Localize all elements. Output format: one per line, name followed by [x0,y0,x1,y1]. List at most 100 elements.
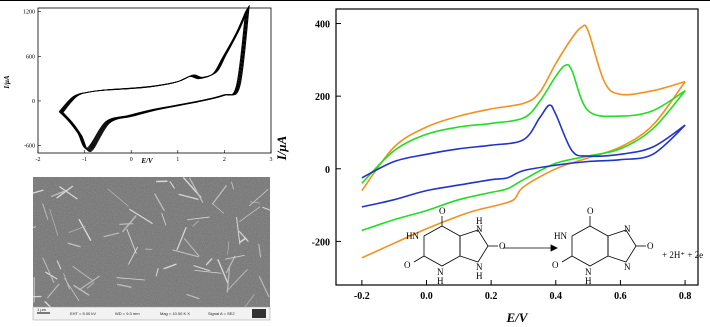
sem-flake-edge [193,265,210,272]
sem-flake-edge [226,267,231,293]
sem-flake-edge [212,185,227,205]
product-atom-h-bottom: H [585,276,592,286]
sem-flake-edge [107,188,129,207]
sem-flake-edge [78,218,92,241]
sem-flake-edge [244,294,255,307]
inset-cycle-curve [62,5,250,113]
sem-flake-edge [258,276,270,298]
inset-x-tick-label: 1 [176,157,179,163]
inset-x-tick-label: 0 [130,157,133,163]
reactant-six-ring [423,225,461,267]
sem-flake-edge [68,225,86,233]
inset-cv-chart: -2 -1 0 1 2 3 1200 600 0 -600 E/V I/μA [3,5,273,165]
inset-x-axis-title: E/V [140,157,154,165]
inset-cycle-curve [62,6,250,152]
inset-cycle-curve [62,5,250,152]
sem-flake-edge [86,282,95,289]
main-series-2-reverse [361,124,686,208]
sem-flake-edge [47,283,60,299]
inset-cycle-curve [60,8,248,151]
reactant-atom-n-bottom: N [437,267,444,277]
product-atom-hn: HN [554,231,567,241]
main-x-tick-label: 0.8 [679,291,692,302]
sem-flake-edge [194,269,222,274]
reactant-atom-o-top: O [439,206,446,216]
sem-flake-edge [44,301,52,307]
sem-flake-edge [116,277,145,281]
sem-flake-edge [178,193,199,200]
sem-flake-edge [42,203,49,220]
sem-flake-edge [189,177,204,203]
sem-flake-edge [225,254,245,260]
sem-flake-edge [238,231,249,242]
sem-flake-edge [51,190,65,197]
main-y-tick-label: -200 [312,237,330,248]
sem-flake-edge [72,266,94,282]
sem-flake-edge [78,275,100,291]
sem-info-eht: EHT = 5.00 kV [70,311,96,316]
sem-flake-edge [161,213,167,226]
product-atom-n-bottom: N [585,267,592,277]
sem-flake-features [33,177,270,307]
sem-scale-label: 1 μm [37,307,47,312]
sem-flake-edge [56,185,74,199]
sem-flake-edge [67,242,81,248]
reactant-carbonyl-left [413,255,425,263]
main-axis-ticks: -0.2 0.0 0.2 0.4 0.6 0.8 400 200 0 -200 [312,20,692,302]
inset-y-tick-label: -600 [24,144,35,150]
product-five-ring [607,229,637,263]
reaction-suffix: + 2H⁺ + 2e [662,250,703,260]
sem-flake-edge [128,246,138,265]
sem-info-mag: Mag = 10.00 K X [160,311,190,316]
reactant-atom-h-lower: H [476,271,483,281]
sem-image-texture [33,177,270,307]
sem-info-signal: Signal A = SE2 [208,311,235,316]
sem-flake-edge [239,237,247,243]
sem-flake-edge [155,267,159,277]
product-atom-n-top: N [624,224,631,234]
main-x-tick-label: 0.2 [485,291,498,302]
inset-y-tick-label: 600 [26,54,35,60]
main-curves [361,24,686,259]
main-x-axis-title: E/V [506,310,529,325]
inset-x-tick-label: -1 [82,157,87,163]
main-x-tick-label: 0.0 [420,291,433,302]
sem-micrograph: 1 μm EHT = 5.00 kV WD = 9.3 mm Mag = 10.… [32,177,271,321]
main-series-1-forward [361,63,686,184]
sem-flake-edge [227,269,248,290]
inset-x-tick-label: 3 [270,157,273,163]
sem-flake-edge [262,206,270,211]
reactant-atom-o-right: O [499,241,506,251]
sem-flake-edge [49,208,59,236]
reactant-atom-n-top: N [476,224,483,234]
reactant-atom-h-top: H [476,216,483,226]
sem-info-bar [32,306,271,321]
inset-cycle-curve [59,9,247,150]
product-six-ring [571,225,609,267]
inset-y-axis-title: I/μA [3,75,11,90]
sem-flake-edge [163,263,177,270]
inset-x-tick-label: 2 [223,157,226,163]
inset-y-tick-label: 0 [32,99,35,105]
sem-flake-edge [33,189,44,194]
sem-flake-edge [33,226,37,228]
sem-flake-edge [169,181,175,189]
inset-cycle-curve [58,11,246,149]
sem-flake-edge [172,249,200,258]
reactant-atom-o-left: O [404,260,411,270]
main-series-0-reverse [361,81,686,259]
product-atom-o-left: O [552,260,559,270]
sem-flake-edge [59,186,78,200]
sem-flake-edge [205,258,213,266]
sem-flake-edge [225,255,236,274]
sem-flake-edge [183,238,200,257]
sem-flake-edge [119,222,134,226]
reactant-atom-h-bottom: H [437,276,444,286]
sem-flake-edge [212,203,225,214]
main-x-tick-label: 0.6 [614,291,627,302]
sem-flake-edge [186,216,210,221]
reactant-atom-hn: HN [406,231,419,241]
sem-flake-edge [176,227,187,251]
sem-flake-edge [63,273,70,290]
sem-flake-edge [45,271,58,280]
